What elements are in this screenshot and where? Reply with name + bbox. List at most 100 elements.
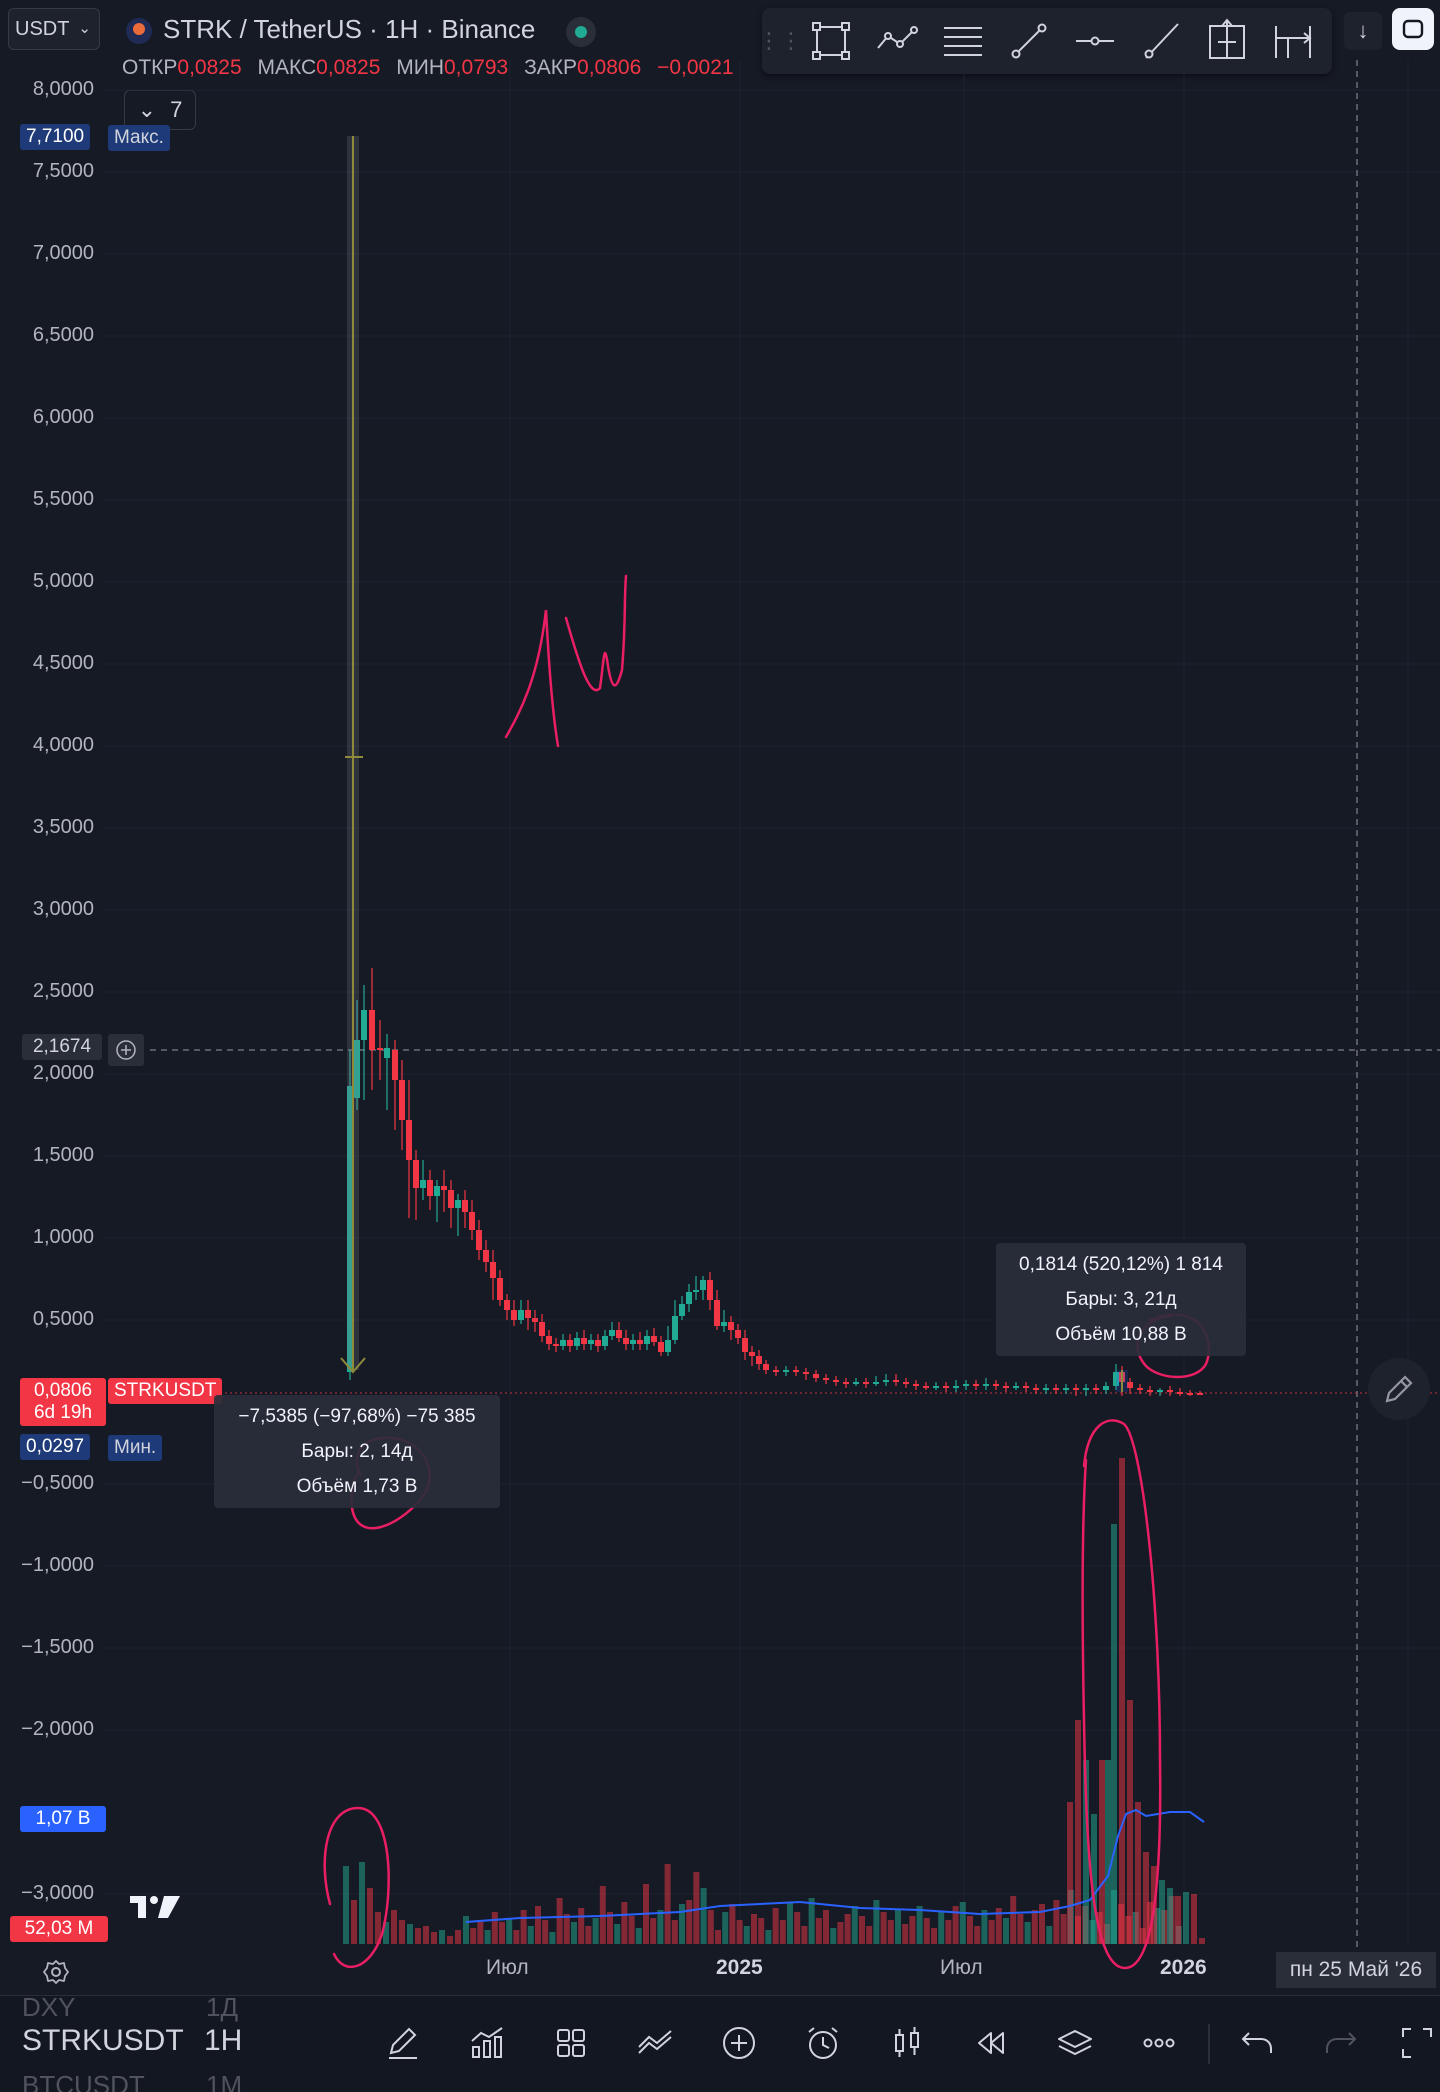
layers-icon <box>1058 2030 1092 2055</box>
candle <box>630 1334 636 1350</box>
candle <box>574 1332 580 1350</box>
add-alert-button[interactable] <box>108 1034 144 1066</box>
trendline-tool-button[interactable] <box>996 11 1062 71</box>
volume-bar <box>837 1922 844 1944</box>
rectangle-tool-button[interactable] <box>798 11 864 71</box>
volume-bar <box>787 1902 793 1944</box>
drawings-button[interactable] <box>378 2018 428 2068</box>
candle <box>1197 1391 1203 1395</box>
ohlc-high-value: 0,0825 <box>316 56 381 79</box>
candle <box>1073 1384 1079 1396</box>
price-axis-label: 4,5000 <box>32 652 94 674</box>
undo-button[interactable] <box>1232 2018 1282 2068</box>
current-timeframe[interactable]: 1H <box>204 2024 243 2057</box>
candle <box>1167 1386 1173 1396</box>
market-status-icon[interactable] <box>566 17 596 47</box>
volume-bar <box>535 1906 541 1944</box>
object-tree-button[interactable] <box>1050 2018 1100 2068</box>
candle <box>1013 1382 1019 1390</box>
volume-bar <box>542 1920 549 1944</box>
volume-bar <box>693 1872 700 1944</box>
horizontal-line-tool-button[interactable] <box>1062 11 1128 71</box>
candle <box>497 1270 503 1306</box>
more-button[interactable] <box>1134 2018 1184 2068</box>
volume-bar <box>1143 1852 1149 1944</box>
candle <box>602 1330 608 1350</box>
candle <box>595 1334 601 1352</box>
volume-bar <box>700 1888 707 1944</box>
indicators-collapse-button[interactable]: ⌄ 7 <box>124 90 196 130</box>
undo-icon <box>1241 2032 1272 2053</box>
volume-bar <box>635 1928 642 1944</box>
tradingview-logo[interactable] <box>128 1892 182 1920</box>
volume-bar <box>988 1920 995 1944</box>
volume-bar <box>391 1910 397 1944</box>
price-chart[interactable] <box>0 0 1440 2000</box>
add-button[interactable] <box>714 2018 764 2068</box>
fullscreen-button[interactable] <box>1392 8 1434 50</box>
volume-bar <box>779 1920 786 1944</box>
watchlist-next-timeframe[interactable]: 1M <box>206 2070 243 2092</box>
chart-type-button[interactable] <box>882 2018 932 2068</box>
volume-bar <box>484 1930 491 1944</box>
drawing-toolbar: ⋮⋮ <box>758 8 1332 74</box>
candle <box>763 1360 769 1374</box>
candle <box>644 1330 650 1350</box>
price-axis-label: 7,5000 <box>32 160 94 182</box>
compare-lines-icon <box>638 2030 672 2054</box>
measure-up-arrow <box>1116 1370 1128 1392</box>
horizontal-line-icon <box>1076 36 1114 46</box>
date-range-tool-button[interactable] <box>1260 11 1326 71</box>
candle <box>665 1326 671 1356</box>
indicators-count: 7 <box>170 97 183 122</box>
volume-bar <box>1075 1916 1081 1944</box>
candle <box>384 1034 390 1110</box>
volume-bar <box>887 1920 894 1944</box>
volume-bar <box>722 1912 729 1944</box>
min-price-value: 0,0297 <box>26 1436 85 1457</box>
volume-bar <box>351 1900 357 1944</box>
candle <box>637 1332 643 1350</box>
candle <box>1043 1384 1049 1394</box>
candle <box>843 1378 849 1388</box>
symbol-title[interactable]: STRK / TetherUS · 1H · Binance <box>163 14 536 44</box>
price-axis-label: 6,5000 <box>32 324 94 346</box>
volume-bar <box>851 1906 858 1944</box>
symbol-logo-icon <box>126 18 152 44</box>
price-range-tool-button[interactable] <box>1194 11 1260 71</box>
volume-bar <box>772 1908 779 1944</box>
volume-bar <box>650 1918 657 1944</box>
currency-select[interactable]: USDT ⌄ <box>8 8 100 50</box>
price-axis-label: −0,5000 <box>21 1472 94 1494</box>
redo-button[interactable] <box>1316 2018 1366 2068</box>
gear-icon[interactable] <box>42 1958 70 1986</box>
indicators-button[interactable] <box>462 2018 512 2068</box>
volume-bar <box>1191 1894 1197 1944</box>
ray-tool-button[interactable] <box>1128 11 1194 71</box>
path-tool-button[interactable] <box>864 11 930 71</box>
fullscreen-toggle-button[interactable] <box>1394 2018 1440 2068</box>
volume-bar <box>549 1932 556 1944</box>
alerts-button[interactable] <box>798 2018 848 2068</box>
candle <box>833 1376 839 1386</box>
volume-bar <box>1083 1760 1089 1944</box>
watchlist-next-symbol[interactable]: BTCUSDT <box>22 2070 145 2092</box>
candle <box>714 1290 720 1330</box>
fullscreen-icon <box>1402 19 1424 39</box>
toolbar-collapse-button[interactable]: ↓ <box>1344 12 1382 50</box>
fib-tool-button[interactable] <box>930 11 996 71</box>
watchlist-prev-symbol[interactable]: DXY <box>22 1992 76 2022</box>
replay-button[interactable] <box>966 2018 1016 2068</box>
volume-bar <box>506 1918 513 1944</box>
date-range-icon <box>1275 26 1312 58</box>
candle <box>546 1330 552 1350</box>
layouts-button[interactable] <box>546 2018 596 2068</box>
drag-handle-icon[interactable]: ⋮⋮ <box>758 28 802 53</box>
candle <box>658 1336 664 1356</box>
volume-bar <box>729 1904 736 1944</box>
compare-button[interactable] <box>630 2018 680 2068</box>
watchlist-prev-timeframe[interactable]: 1Д <box>206 1992 239 2022</box>
price-range-icon <box>1209 18 1245 59</box>
drawing-mode-button[interactable] <box>1368 1358 1430 1420</box>
current-symbol[interactable]: STRKUSDT <box>22 2024 184 2057</box>
